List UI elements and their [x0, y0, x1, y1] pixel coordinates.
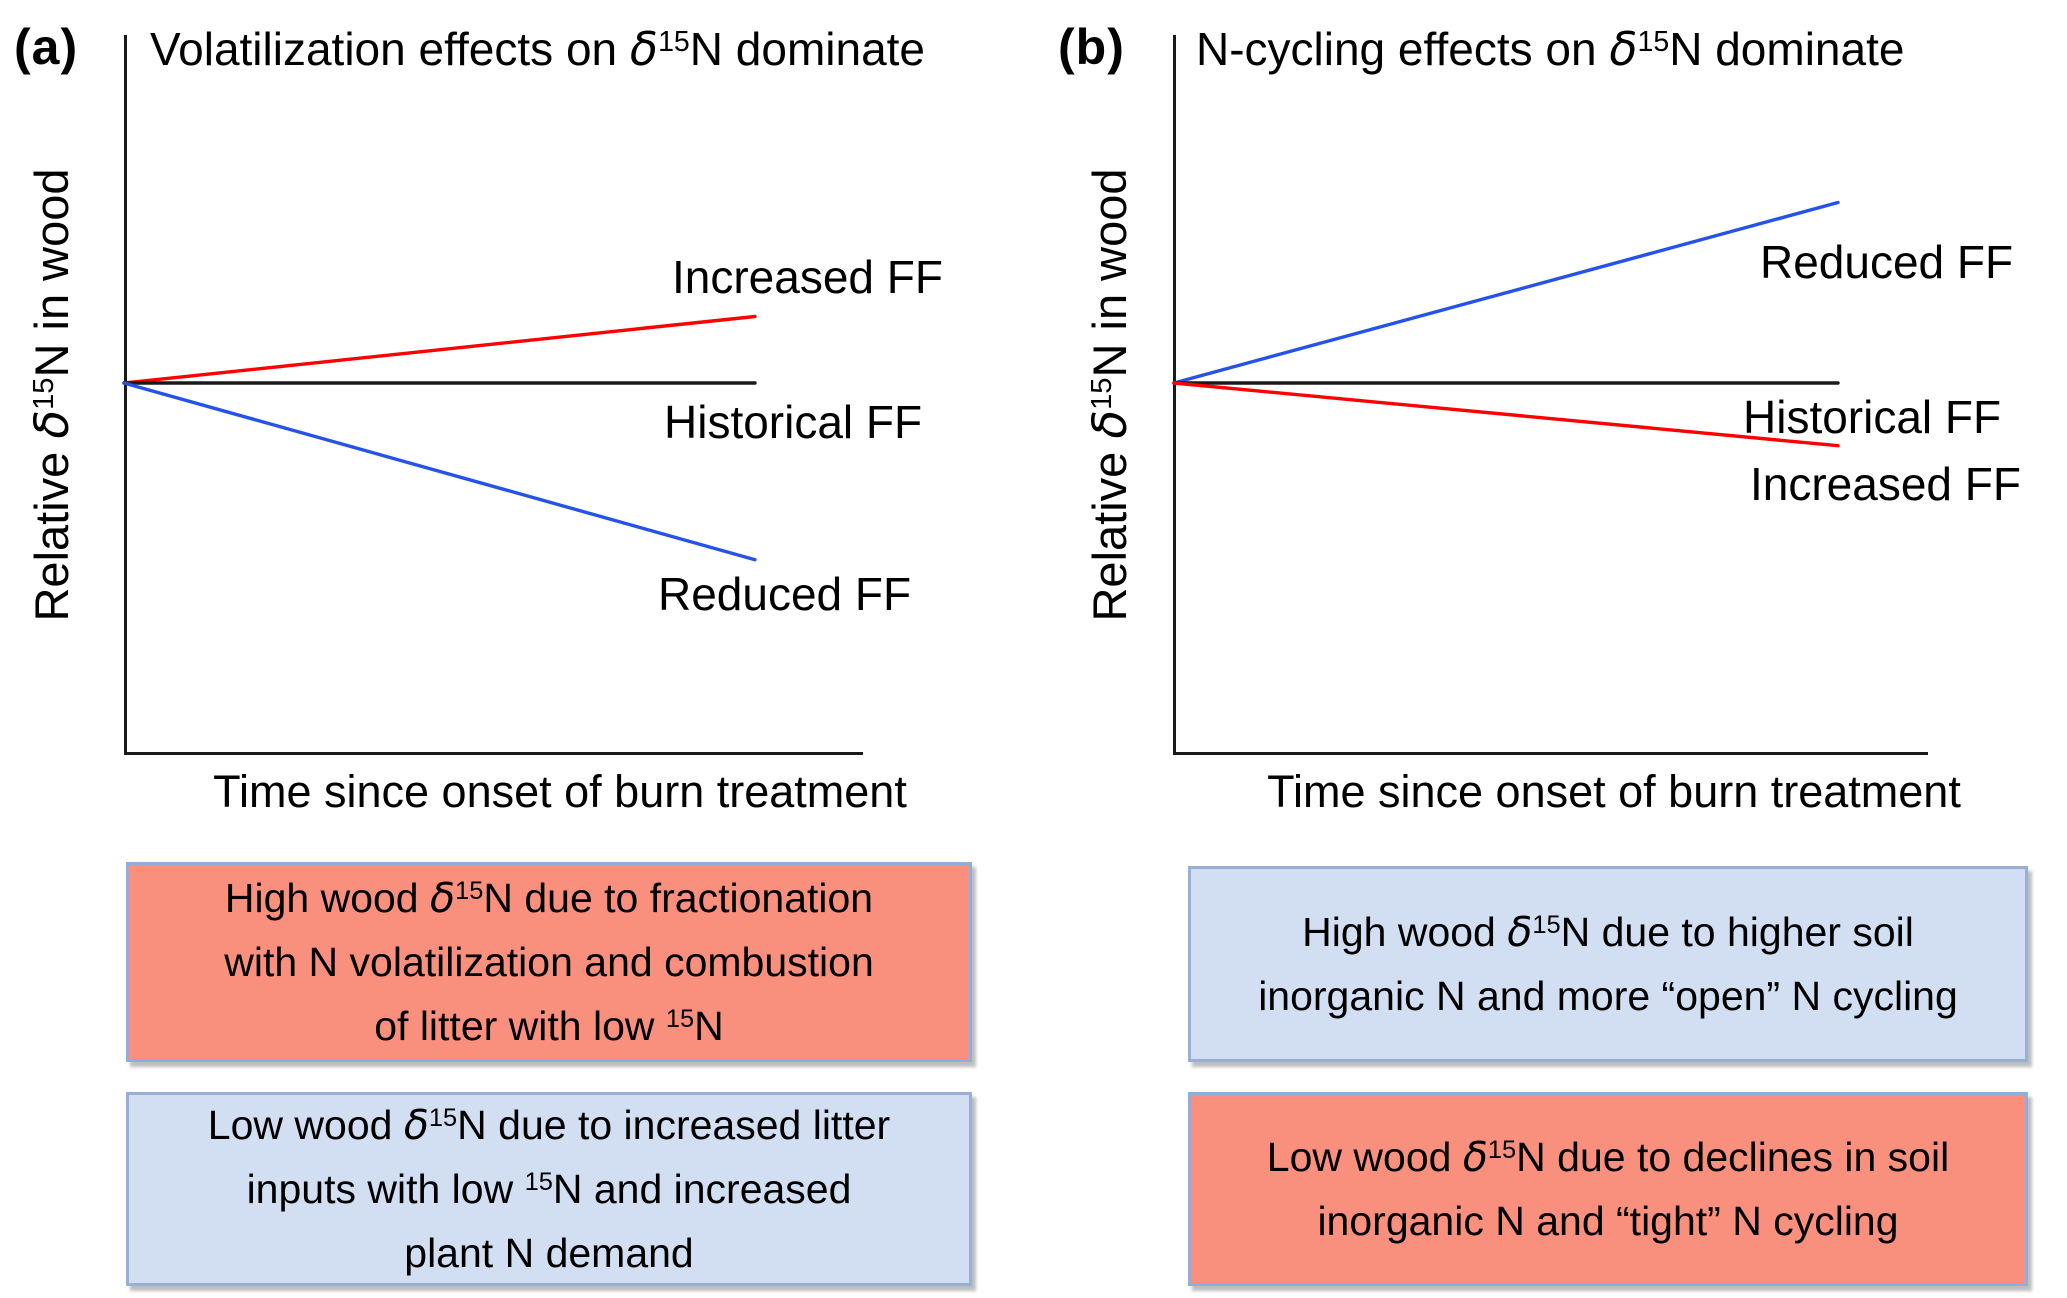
note-line: Low wood δ15N due to increased litter	[207, 1101, 891, 1149]
panel-b-reduced-ff-label: Reduced FF	[1760, 236, 2014, 288]
panel-a-tag: (a)	[14, 19, 79, 75]
panel-b-tag: (b)	[1058, 19, 1125, 75]
panel-b-x-axis	[1173, 752, 1928, 755]
panel-b-high-wood-note-box: High wood δ15N due to higher soil inorga…	[1188, 866, 2028, 1062]
panel-a-low-wood-note-box: Low wood δ15N due to increased litter in…	[126, 1092, 972, 1286]
panel-a-increased-ff-label: Increased FF	[672, 251, 943, 303]
panel-a-x-axis	[124, 752, 863, 755]
trend-line-increased-ff	[1172, 381, 1840, 448]
panel-b-x-axis-label: Time since onset of burn treatment	[1267, 766, 1961, 817]
note-line: with N volatilization and combustion	[224, 939, 874, 985]
panel-a-high-wood-note-box: High wood δ15N due to fractionation with…	[126, 862, 972, 1062]
panel-a-title: Volatilization effects on δ15N dominate	[150, 22, 926, 76]
note-line: High wood δ15N due to fractionation	[224, 874, 874, 922]
note-line: Low wood δ15N due to declines in soil	[1266, 1133, 1950, 1181]
panel-b-title: N-cycling effects on δ15N dominate	[1196, 22, 1905, 76]
panel-b-y-axis	[1173, 35, 1176, 755]
trend-line-increased-ff	[122, 314, 757, 385]
note-line: High wood δ15N due to higher soil	[1302, 908, 1914, 956]
panel-b-increased-ff-label: Increased FF	[1750, 458, 2021, 510]
panel-b-low-wood-note-box: Low wood δ15N due to declines in soil in…	[1188, 1092, 2028, 1286]
panel-a-historical-ff-label: Historical FF	[664, 396, 923, 448]
note-line: of litter with low 15N	[374, 1003, 724, 1049]
panel-a-y-axis	[124, 35, 127, 755]
note-line: inputs with low 15N and increased	[246, 1166, 852, 1212]
panel-a-reduced-ff-label: Reduced FF	[658, 568, 912, 620]
panel-b-y-axis-label: Relative δ15N in wood	[1083, 168, 1138, 622]
note-line: inorganic N and “tight” N cycling	[1317, 1198, 1899, 1244]
trend-line-reduced-ff	[122, 381, 757, 562]
panel-a-y-axis-label: Relative δ15N in wood	[25, 168, 80, 622]
note-line: inorganic N and more “open” N cycling	[1258, 973, 1958, 1019]
panel-b-historical-ff-label: Historical FF	[1743, 391, 2002, 443]
trend-line-reduced-ff	[1172, 200, 1840, 385]
panel-a-x-axis-label: Time since onset of burn treatment	[213, 766, 907, 817]
note-line: plant N demand	[404, 1230, 694, 1276]
